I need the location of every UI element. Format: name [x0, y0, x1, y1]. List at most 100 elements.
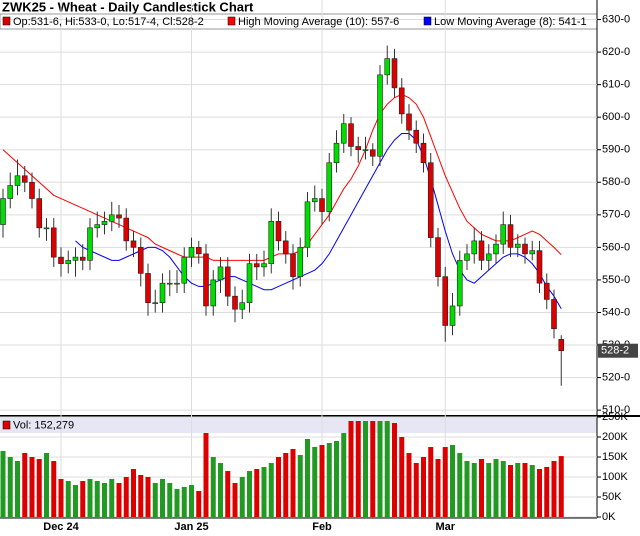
y-tick-label: 630-0 [602, 13, 630, 25]
candle-body [551, 299, 557, 330]
candle-body [333, 142, 340, 164]
candle-body [217, 266, 224, 281]
legend-label: Low Moving Average (8): 541-1 [434, 16, 587, 28]
volume-bar [65, 481, 71, 517]
candle-body [166, 282, 173, 285]
volume-bar [15, 461, 20, 517]
volume-tick-label: 250K [602, 411, 628, 423]
candle-body [268, 221, 275, 264]
volume-bar [355, 421, 361, 517]
candle-body [232, 295, 238, 310]
candle-body [391, 58, 398, 89]
volume-bar [51, 461, 57, 517]
y-tick-label: 540-0 [602, 306, 630, 318]
volume-bar [508, 465, 513, 517]
volume-bar [290, 449, 296, 517]
candle-body [290, 253, 296, 277]
volume-bar [29, 457, 35, 517]
volume-bar [399, 437, 405, 517]
volume-bar [370, 421, 376, 517]
y-tick-label: 590-0 [602, 144, 630, 156]
chart-title: ZWK25 - Wheat - Daily Candlestick Chart [2, 0, 254, 14]
legend-swatch [2, 420, 11, 430]
volume-bar [551, 461, 557, 517]
volume-bar [94, 481, 100, 517]
volume-bar [435, 459, 441, 517]
volume-bar [558, 456, 564, 517]
volume-tick-label: 200K [602, 431, 628, 443]
candle-body [130, 240, 137, 248]
candle-body [108, 214, 115, 222]
volume-bar [384, 421, 390, 517]
volume-bar [297, 455, 303, 517]
candle-body [377, 74, 383, 157]
volume-bar [254, 469, 260, 517]
volume-bar [486, 463, 492, 517]
volume-bar [152, 483, 158, 517]
candle-body [246, 263, 253, 304]
candle-body [137, 247, 144, 274]
candle-body [493, 243, 499, 255]
volume-bar [334, 441, 339, 517]
volume-bar [392, 423, 397, 517]
volume-bar [305, 439, 310, 517]
volume-bar [537, 469, 542, 517]
candle-body [311, 198, 318, 203]
volume-bar [268, 463, 274, 517]
candle-body [478, 240, 485, 261]
candle-body [507, 224, 514, 248]
volume-bar [44, 453, 49, 517]
volume-bar [174, 489, 180, 517]
candle-body [203, 253, 209, 307]
candle-body [384, 58, 391, 76]
last-price-label: 528-2 [601, 345, 629, 357]
candle-body [471, 240, 478, 255]
candle-body [413, 129, 420, 144]
volume-bar [515, 463, 521, 517]
candle-body [355, 146, 362, 151]
y-tick-label: 550-0 [602, 274, 630, 286]
volume-bar [123, 477, 129, 517]
volume-bar [80, 481, 86, 517]
volume-bar [138, 475, 144, 517]
volume-bar [247, 471, 252, 517]
volume-bar [232, 483, 238, 517]
volume-bar [210, 457, 216, 517]
volume-bar [348, 421, 354, 517]
volume-bar [283, 453, 289, 517]
candle-body [522, 243, 528, 255]
candle-body [464, 253, 470, 261]
candle-body [43, 227, 50, 230]
candle-body [449, 305, 456, 326]
volume-bar [225, 471, 231, 517]
candle-body [543, 282, 550, 300]
volume-bar [87, 479, 93, 517]
x-tick-label: Feb [312, 521, 332, 533]
candle-body [181, 256, 188, 284]
volume-tick-label: 0K [602, 511, 616, 523]
volume-bar [261, 467, 267, 517]
x-tick-label: Jan 25 [174, 521, 208, 533]
candle-body [275, 221, 282, 242]
volume-bar [341, 433, 347, 517]
candle-body [195, 247, 202, 255]
volume-bar [189, 485, 194, 517]
volume-bar [457, 453, 463, 517]
candle-body [159, 282, 166, 304]
volume-bar [500, 461, 506, 517]
candle-body [79, 256, 86, 261]
candle-body [369, 149, 376, 157]
volume-bar [239, 477, 245, 517]
volume-bar [442, 447, 448, 517]
y-tick-label: 580-0 [602, 176, 630, 188]
candle-body [362, 149, 369, 152]
candle-body [514, 243, 521, 248]
candle-body [427, 162, 434, 238]
candle-body [536, 250, 543, 284]
volume-bar [58, 479, 64, 517]
candle-body [87, 227, 93, 261]
candle-body [0, 198, 6, 225]
candle-body [72, 256, 79, 261]
candle-body [485, 253, 492, 261]
x-tick-label: Mar [435, 521, 455, 533]
